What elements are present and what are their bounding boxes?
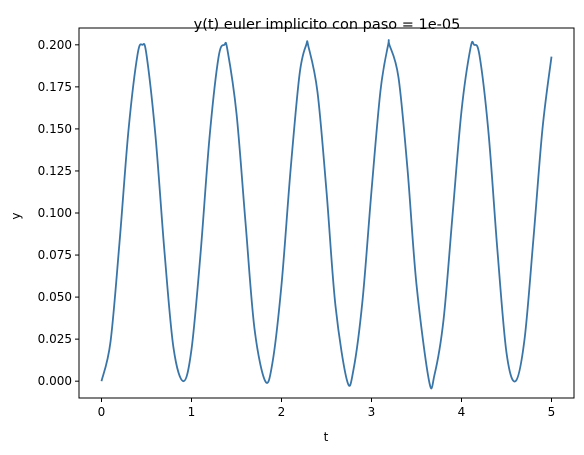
x-tick-label: 0 xyxy=(98,405,106,419)
y-tick-label: 0.050 xyxy=(38,290,72,304)
x-axis-label: t xyxy=(324,430,329,444)
y-tick-label: 0.200 xyxy=(38,38,72,52)
x-tick-label: 5 xyxy=(548,405,556,419)
y-tick-label: 0.125 xyxy=(38,164,72,178)
y-tick-label: 0.175 xyxy=(38,80,72,94)
y-tick-label: 0.025 xyxy=(38,332,72,346)
series-line xyxy=(100,39,553,390)
plot-area xyxy=(100,39,553,390)
x-tick-label: 4 xyxy=(458,405,466,419)
x-tick-label: 3 xyxy=(368,405,376,419)
y-tick-label: 0.100 xyxy=(38,206,72,220)
y-axis-label: y xyxy=(9,212,23,219)
y-tick-label: 0.000 xyxy=(38,374,72,388)
x-tick-label: 2 xyxy=(278,405,286,419)
x-tick-label: 1 xyxy=(188,405,196,419)
plot-frame xyxy=(78,27,575,399)
chart-title: y(t) euler implicito con paso = 1e-05 xyxy=(194,17,461,33)
y-axis: 0.000 0.025 0.050 0.075 0.100 0.125 0.150 0.175… xyxy=(38,38,79,388)
y-tick-label: 0.075 xyxy=(38,248,72,262)
x-axis: 0 1 2 3 4 5 xyxy=(98,398,556,419)
y-tick-label: 0.150 xyxy=(38,122,72,136)
